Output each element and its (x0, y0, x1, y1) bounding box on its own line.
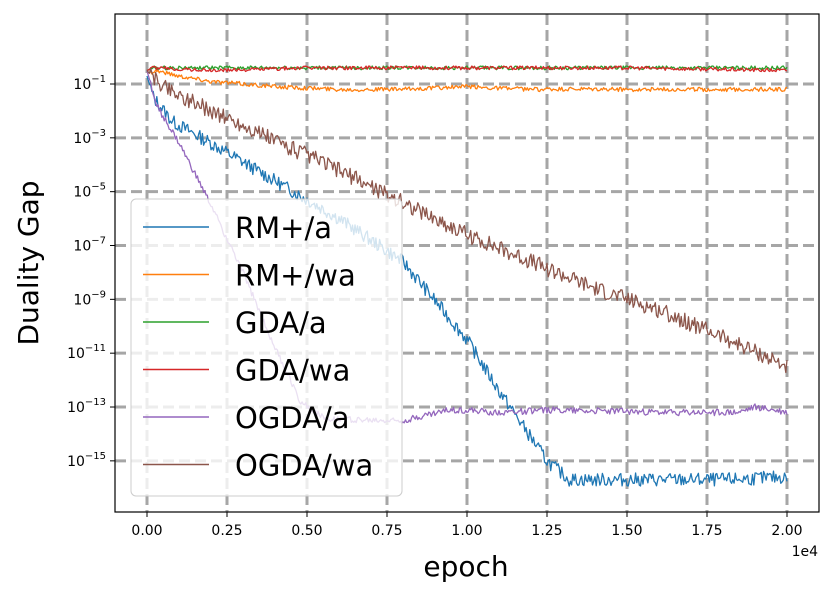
x-axis-ticks: 0.00 0.25 0.50 0.75 1.00 1.25 1.50 1.75 2.00 (131, 512, 803, 539)
x-tick-label: 0.00 (131, 523, 162, 539)
legend: RM+/a RM+/wa GDA/a GDA/wa OGDA/a OGDA/wa (130, 198, 403, 497)
series-line (146, 69, 788, 93)
legend-label: OGDA/a (235, 401, 350, 435)
y-tick-label: 10−1 (73, 74, 106, 93)
x-tick-label: 1.75 (691, 523, 722, 539)
y-tick-label: 10−3 (73, 128, 106, 147)
legend-label: OGDA/wa (235, 449, 373, 483)
legend-label: GDA/wa (235, 354, 350, 388)
series-line (146, 75, 788, 487)
y-tick-label: 10−9 (73, 289, 106, 308)
series-line (146, 68, 788, 374)
x-axis-label: epoch (423, 550, 508, 583)
x-tick-label: 0.75 (371, 523, 402, 539)
y-axis-label: Duality Gap (12, 180, 45, 345)
series-line (146, 65, 788, 72)
y-tick-label: 10−7 (73, 236, 106, 255)
x-tick-label: 1.25 (531, 523, 562, 539)
x-tick-label: 1.50 (611, 523, 642, 539)
legend-label: RM+/a (235, 211, 332, 245)
y-axis-ticks: 10−15 10−13 10−11 10−9 10−7 10−5 10−3 10−1 (67, 74, 115, 470)
x-tick-label: 2.00 (771, 523, 802, 539)
grid (115, 14, 819, 512)
y-tick-label: 10−11 (67, 343, 106, 362)
x-axis-offset-label: 1e4 (792, 544, 819, 560)
legend-box (130, 198, 403, 497)
legend-label: GDA/a (235, 306, 327, 340)
legend-label: RM+/wa (235, 259, 356, 293)
x-tick-label: 0.50 (291, 523, 322, 539)
y-tick-label: 10−15 (67, 451, 106, 470)
y-tick-label: 10−13 (67, 397, 106, 416)
x-tick-label: 0.25 (211, 523, 242, 539)
series-line (146, 65, 788, 73)
x-tick-label: 1.00 (451, 523, 482, 539)
y-tick-label: 10−5 (73, 182, 106, 201)
